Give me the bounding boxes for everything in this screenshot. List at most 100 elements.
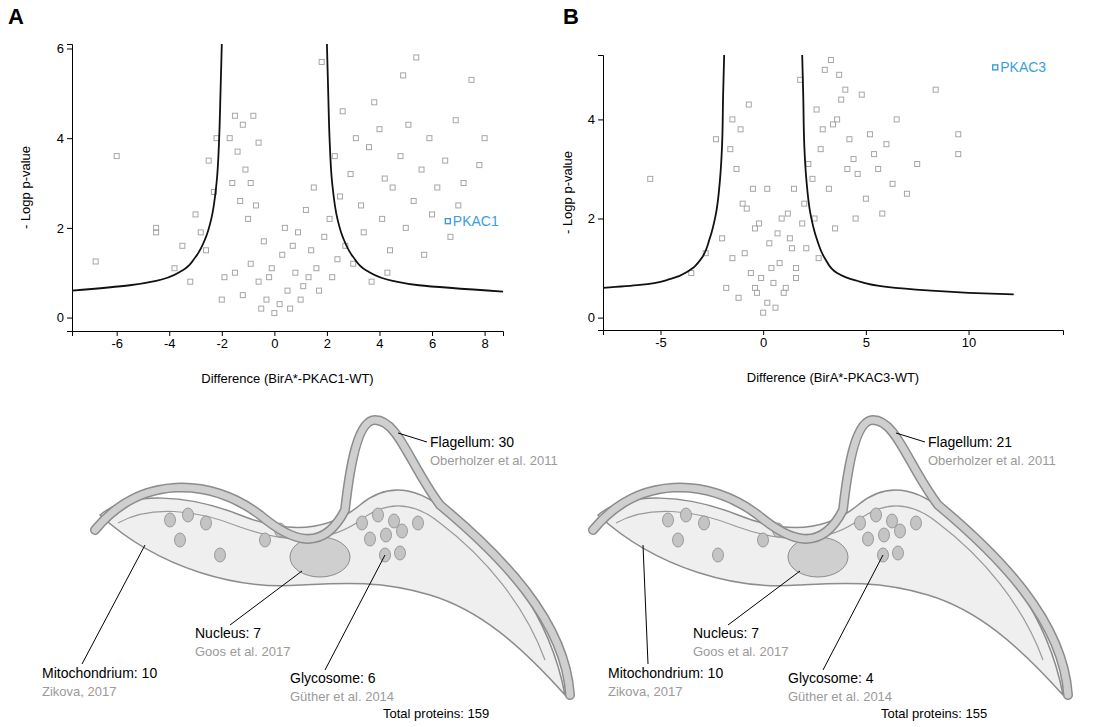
nucleus [788,537,848,577]
compartment-label: Flagellum: 21 [928,434,1012,450]
point [855,171,860,176]
point [204,248,209,253]
point [259,306,264,311]
point [382,176,387,181]
point [728,147,733,152]
point [188,279,193,284]
point [230,181,235,186]
point [206,158,211,163]
point [361,230,366,235]
point [319,59,324,64]
glycosome [893,546,904,560]
glycosome [357,516,368,530]
point [327,216,332,221]
x-tick: 6 [429,331,436,351]
point [340,109,345,114]
point [771,280,776,285]
glycosome [911,516,922,530]
point [740,201,745,206]
point [477,163,482,168]
point [956,152,961,157]
y-tick: 4 [57,131,72,146]
x-axis-line [604,331,1064,336]
point [280,252,285,257]
point [240,293,245,298]
point [818,147,823,152]
point [427,136,432,141]
point [403,225,408,230]
point [398,154,403,159]
y-axis-line [598,56,604,331]
plot-area [72,44,503,316]
point [366,145,371,150]
point [411,198,416,203]
point [876,166,881,171]
point [240,122,245,127]
leader-line [823,555,883,670]
glycosome [681,508,692,522]
compartment-source: Oberholzer et al. 2011 [430,453,558,468]
y-tick-mark [67,48,72,49]
y-tick-label: 2 [588,211,595,226]
flagellum-outline [593,420,1068,695]
point [335,257,340,262]
point [296,230,301,235]
point [114,154,119,159]
point [219,297,224,302]
threshold-curve [72,44,222,291]
point [348,172,353,177]
glycosome [215,548,226,562]
glycosome [183,508,194,522]
point [269,266,274,271]
point [867,132,872,137]
point [301,284,306,289]
point [851,157,856,162]
point [894,117,899,122]
point [419,167,424,172]
highlight-point [993,65,998,70]
threshold-curve [603,55,724,288]
point [372,100,377,105]
point [736,295,741,300]
glycosome [673,533,684,547]
point [248,261,253,266]
point [738,127,743,132]
y-tick-label: 0 [57,310,64,325]
glycosome [373,508,384,522]
point [820,127,825,132]
y-axis: 024 [588,56,604,331]
point [761,310,766,315]
y-tick: 0 [57,310,72,325]
compartment-source: Goos et al. 2017 [195,644,290,659]
point [277,302,282,307]
x-tick: 10 [962,330,976,350]
point [232,113,237,118]
point [435,185,440,190]
x-axis-title: Difference (BirA*-PKAC3-WT) [747,370,919,385]
compartment-label: Mitochondrium: 10 [608,665,723,681]
point [227,136,232,141]
point-label: PKAC3 [1000,59,1046,75]
point [330,275,335,280]
point [777,261,782,266]
panel-letter: B [563,4,579,29]
point [713,137,718,142]
point [353,136,358,141]
nucleus [290,537,350,577]
glycosome [699,516,710,530]
point [843,87,848,92]
point [246,216,251,221]
y-tick-mark [598,318,603,319]
point [390,185,395,190]
point [781,290,786,295]
point [251,113,256,118]
x-tick: -6 [111,331,123,351]
point [359,203,364,208]
point [769,266,774,271]
point [752,285,757,290]
point [232,270,237,275]
point [264,297,269,302]
x-tick-label: 0 [760,335,767,350]
x-tick-label: 4 [376,336,383,351]
y-tick-mark [598,219,603,220]
